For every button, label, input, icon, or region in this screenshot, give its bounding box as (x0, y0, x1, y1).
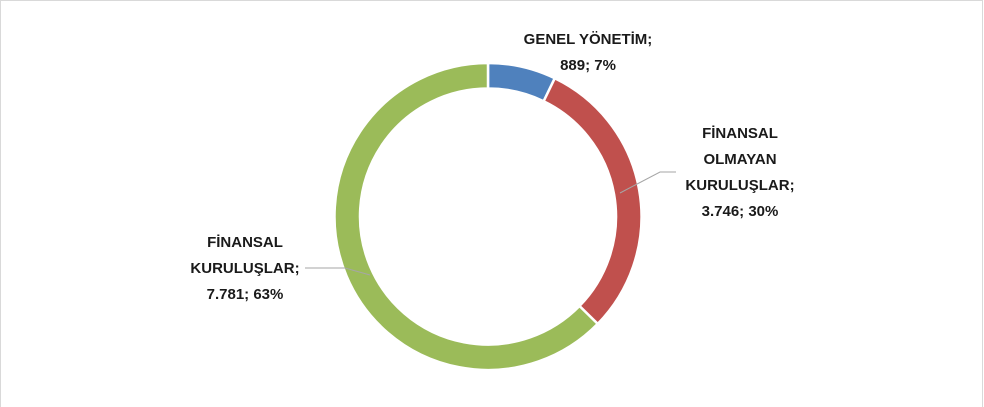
data-label: GENEL YÖNETİM; 889; 7% (503, 27, 673, 79)
leader-line (305, 267, 371, 276)
label-value: 3.746; 30% (701, 203, 779, 220)
label-value: 7.781; 63% (206, 286, 284, 303)
label-value: 889; 7% (560, 57, 616, 74)
label-category: GENEL YÖNETİM; (523, 31, 653, 48)
label-category: FİNANSAL KURULUŞLAR; (190, 234, 300, 277)
data-label: FİNANSAL KURULUŞLAR; 7.781; 63% (180, 230, 310, 308)
label-category: FİNANSAL OLMAYAN KURULUŞLAR; (685, 125, 795, 194)
donut-slice (541, 76, 643, 326)
donut-slice (333, 61, 600, 372)
data-label: FİNANSAL OLMAYAN KURULUŞLAR; 3.746; 30% (675, 121, 805, 225)
leader-line (619, 171, 676, 194)
